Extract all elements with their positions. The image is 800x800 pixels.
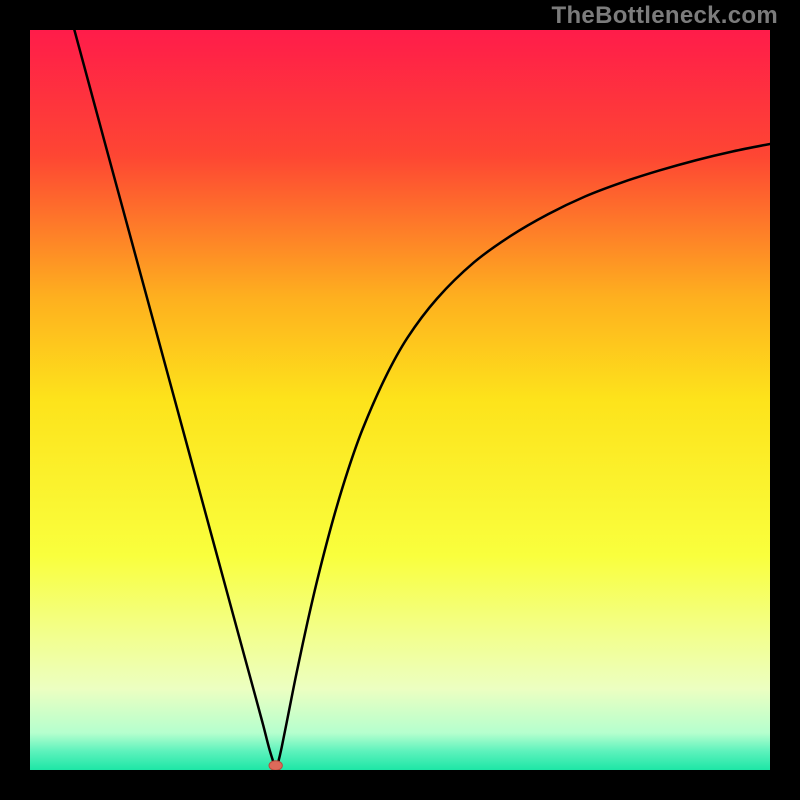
- notch-marker: [269, 761, 282, 771]
- attribution-label: TheBottleneck.com: [552, 2, 778, 30]
- chart-container: TheBottleneck.com: [0, 0, 800, 800]
- plot-area: [30, 30, 770, 770]
- bottleneck-chart: [0, 0, 800, 800]
